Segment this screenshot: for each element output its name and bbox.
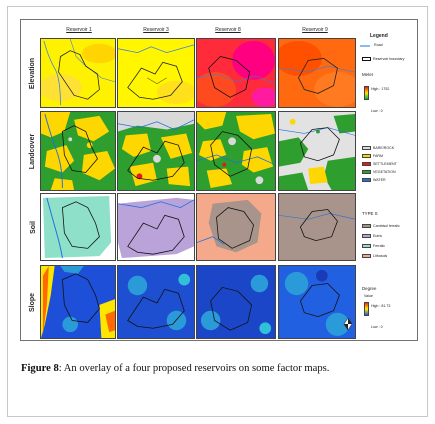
slope-color-ramp	[364, 302, 369, 316]
legend-slope-low: Low : 0	[371, 325, 383, 329]
road-line-icon	[360, 45, 370, 47]
landcover-swatch-settlement	[362, 162, 371, 166]
column-title-reservoir-8: Reservoir 8	[215, 27, 241, 33]
legend-slope-title: Degree	[362, 286, 377, 291]
soil-swatch-cambisol	[362, 224, 371, 228]
map-slope-reservoir-1	[40, 265, 116, 339]
row-label-soil: Soil	[29, 220, 37, 234]
column-title-reservoir-9: Reservoir 9	[302, 27, 328, 33]
map-slope-reservoir-8	[196, 265, 276, 339]
row-label-slope: Slope	[29, 292, 37, 312]
legend-elevation-title: Meter	[362, 72, 374, 77]
soil-swatch-ferralic	[362, 244, 371, 248]
landcover-swatch-bare-rock	[362, 146, 371, 150]
map-landcover-reservoir-1	[40, 111, 116, 191]
landcover-label-vegetation: VEGETATION	[373, 170, 396, 174]
map-landcover-reservoir-3	[117, 111, 195, 191]
map-soil-reservoir-3	[117, 193, 195, 261]
legend-elevation-high: High : 1752	[371, 87, 390, 91]
legend-road-label: Road	[374, 43, 383, 47]
map-landcover-reservoir-9	[278, 111, 356, 191]
legend-soil-title: TYPE S	[362, 211, 378, 216]
landcover-swatch-farm	[362, 154, 371, 158]
soil-label-lithosols: Lithosols	[373, 254, 388, 258]
legend-slope-high: High : 81.73	[371, 304, 391, 308]
landcover-swatch-water	[362, 178, 371, 182]
soil-label-cambisol: Cambisol ferralic	[373, 224, 400, 228]
figure-caption: Figure 8: An overlay of a four proposed …	[21, 361, 423, 376]
legend-elevation-low: Low : 0	[371, 109, 383, 113]
row-label-landcover: Landcover	[29, 133, 37, 169]
map-elevation-reservoir-1	[40, 38, 116, 108]
map-soil-reservoir-9	[278, 193, 356, 261]
row-label-elevation: Elevation	[29, 57, 37, 89]
map-landcover-reservoir-8	[196, 111, 276, 191]
elevation-color-ramp	[364, 86, 369, 100]
map-slope-reservoir-9	[278, 265, 356, 339]
north-arrow-icon	[343, 318, 353, 330]
map-elevation-reservoir-3	[117, 38, 195, 108]
caption-text: : An overlay of a four proposed reservoi…	[58, 363, 330, 374]
map-elevation-reservoir-9	[278, 38, 356, 108]
legend-boundary-label: Reservoir boundary	[373, 57, 405, 61]
landcover-label-water: WATER	[373, 178, 386, 182]
soil-label-eutric: Eutric	[373, 234, 383, 238]
legend-title: Legend	[370, 33, 388, 39]
map-soil-reservoir-1	[40, 193, 116, 261]
soil-swatch-eutric	[362, 234, 371, 238]
landcover-label-settlement: SETTLEMENT	[373, 162, 397, 166]
boundary-swatch-icon	[362, 57, 371, 61]
map-soil-reservoir-8	[196, 193, 276, 261]
map-elevation-reservoir-8	[196, 38, 276, 108]
soil-swatch-lithosols	[362, 254, 371, 258]
landcover-label-farm: FARM	[373, 154, 383, 158]
caption-label: Figure 8	[21, 363, 59, 374]
soil-label-ferralic: Ferralic	[373, 244, 385, 248]
map-slope-reservoir-3	[117, 265, 195, 339]
column-title-reservoir-3: Reservoir 3	[143, 27, 169, 33]
legend-slope-subtitle: Value	[364, 294, 373, 298]
column-title-reservoir-1: Reservoir 1	[66, 27, 92, 33]
landcover-swatch-vegetation	[362, 170, 371, 174]
landcover-label-bare-rock: BARE/ROCK	[373, 146, 395, 150]
